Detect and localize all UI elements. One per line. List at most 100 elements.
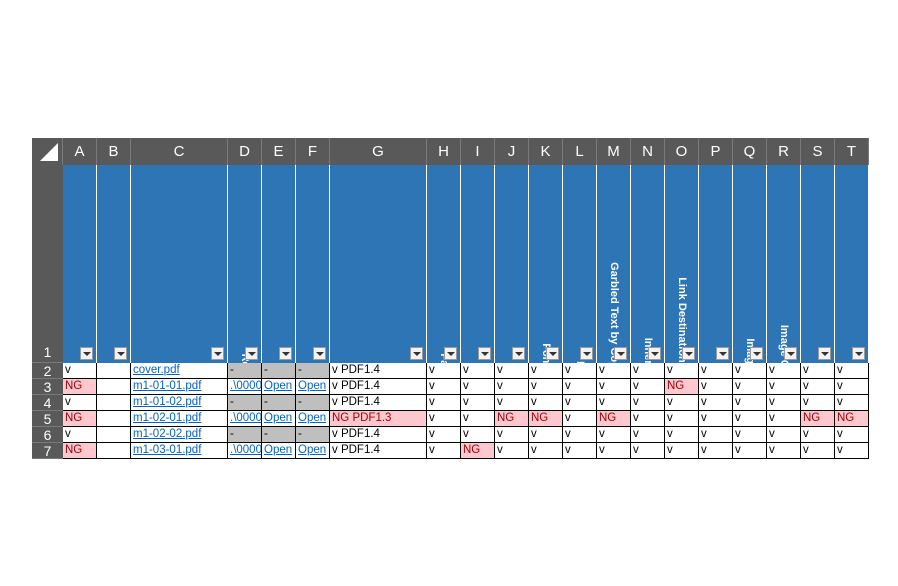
filter-dropdown-icon[interactable] — [682, 347, 695, 360]
row-header-7[interactable]: 7 — [32, 443, 63, 459]
column-header-l[interactable]: L — [563, 138, 597, 165]
row-header-4[interactable]: 4 — [32, 395, 63, 411]
filter-dropdown-icon[interactable] — [313, 347, 326, 360]
cell-c-row4[interactable]: m1-01-02.pdf — [131, 395, 228, 411]
filter-dropdown-icon[interactable] — [410, 347, 423, 360]
filter-dropdown-icon[interactable] — [614, 347, 627, 360]
cell-c-row5[interactable]: m1-02-01.pdf — [131, 411, 228, 427]
cell-c-row7[interactable]: m1-03-01.pdf — [131, 443, 228, 459]
cell-h-row7: v — [427, 443, 461, 459]
column-header-c[interactable]: C — [131, 138, 228, 165]
filter-dropdown-icon[interactable] — [444, 347, 457, 360]
select-all-corner[interactable] — [32, 138, 63, 165]
filter-dropdown-icon[interactable] — [750, 347, 763, 360]
filter-dropdown-icon[interactable] — [580, 347, 593, 360]
column-header-j[interactable]: J — [495, 138, 529, 165]
filter-dropdown-icon[interactable] — [648, 347, 661, 360]
cell-e-row3[interactable]: Open — [262, 379, 296, 395]
link-text[interactable]: m1-02-02.pdf — [133, 428, 202, 440]
cell-t-row2: v — [835, 363, 869, 379]
link-text[interactable]: m1-01-01.pdf — [133, 380, 202, 392]
column-header-f[interactable]: F — [296, 138, 330, 165]
cell-a-row3: NG — [63, 379, 97, 395]
link-text[interactable]: m1-03-01.pdf — [133, 444, 202, 456]
cell-m-row4: v — [597, 395, 631, 411]
column-header-n[interactable]: N — [631, 138, 665, 165]
column-header-o[interactable]: O — [665, 138, 699, 165]
cell-n-row4: v — [631, 395, 665, 411]
filter-dropdown-icon[interactable] — [245, 347, 258, 360]
filter-dropdown-icon[interactable] — [80, 347, 93, 360]
cell-b-row5 — [97, 411, 131, 427]
row-header-2[interactable]: 2 — [32, 363, 63, 379]
filter-dropdown-icon[interactable] — [211, 347, 224, 360]
column-header-d[interactable]: D — [228, 138, 262, 165]
cell-d-row5[interactable]: .\0000 — [228, 411, 262, 427]
cell-e-row5[interactable]: Open — [262, 411, 296, 427]
link-text[interactable]: m1-02-01.pdf — [133, 412, 202, 424]
link-text[interactable]: .\0000 — [230, 412, 262, 424]
filter-dropdown-icon[interactable] — [478, 347, 491, 360]
cell-c-row3[interactable]: m1-01-01.pdf — [131, 379, 228, 395]
column-header-r[interactable]: R — [767, 138, 801, 165]
filter-dropdown-icon[interactable] — [114, 347, 127, 360]
cell-t-row4: v — [835, 395, 869, 411]
cell-c-row2[interactable]: cover.pdf — [131, 363, 228, 379]
column-header-k[interactable]: K — [529, 138, 563, 165]
header-label-wrap: Font Color — [461, 325, 494, 341]
cell-d-row3[interactable]: .\0000 — [228, 379, 262, 395]
cell-n-row3: v — [631, 379, 665, 395]
filter-dropdown-icon[interactable] — [818, 347, 831, 360]
header-label-wrap: Image Resolution — [733, 325, 766, 363]
link-text[interactable]: .\0000 — [230, 380, 262, 392]
cell-r-row5: v — [767, 411, 801, 427]
filter-dropdown-icon[interactable] — [546, 347, 559, 360]
link-text[interactable]: Open — [298, 380, 327, 392]
row-header-1[interactable]: 1 — [32, 165, 63, 363]
column-header-t[interactable]: T — [835, 138, 869, 165]
cell-o-row4: v — [665, 395, 699, 411]
filter-dropdown-icon[interactable] — [279, 347, 292, 360]
column-header-m[interactable]: M — [597, 138, 631, 165]
column-header-b[interactable]: B — [97, 138, 131, 165]
cell-j-row3: v — [495, 379, 529, 395]
cell-p-row6: v — [699, 427, 733, 443]
cell-k-row6: v — [529, 427, 563, 443]
link-text[interactable]: cover.pdf — [133, 364, 180, 376]
column-header-i[interactable]: I — [461, 138, 495, 165]
column-header-q[interactable]: Q — [733, 138, 767, 165]
link-text[interactable]: Open — [298, 412, 327, 424]
header-label-wrap: Fast Web View — [427, 325, 460, 363]
column-header-s[interactable]: S — [801, 138, 835, 165]
filter-dropdown-icon[interactable] — [716, 347, 729, 360]
row-header-6[interactable]: 6 — [32, 427, 63, 443]
column-header-a[interactable]: A — [63, 138, 97, 165]
link-text[interactable]: Open — [264, 412, 293, 424]
link-text[interactable]: m1-01-02.pdf — [133, 396, 202, 408]
cell-f-row5[interactable]: Open — [296, 411, 330, 427]
cell-f-row7[interactable]: Open — [296, 443, 330, 459]
link-text[interactable]: Open — [264, 380, 293, 392]
column-header-e[interactable]: E — [262, 138, 296, 165]
cell-f-row3[interactable]: Open — [296, 379, 330, 395]
link-text[interactable]: .\0000 — [230, 444, 262, 456]
header-label-wrap: Font Embedding — [529, 325, 562, 363]
link-text[interactable]: Open — [298, 444, 327, 456]
cell-t-row6: v — [835, 427, 869, 443]
header-label: Results Folder — [237, 236, 253, 363]
link-text[interactable]: Open — [264, 444, 293, 456]
header-label: Results — [72, 236, 88, 363]
cell-h-row3: v — [427, 379, 461, 395]
cell-c-row6[interactable]: m1-02-02.pdf — [131, 427, 228, 443]
cell-e-row7[interactable]: Open — [262, 443, 296, 459]
column-header-h[interactable]: H — [427, 138, 461, 165]
column-header-p[interactable]: P — [699, 138, 733, 165]
row-header-3[interactable]: 3 — [32, 379, 63, 395]
cell-d-row7[interactable]: .\0000 — [228, 443, 262, 459]
filter-dropdown-icon[interactable] — [852, 347, 865, 360]
column-header-g[interactable]: G — [330, 138, 427, 165]
filter-dropdown-icon[interactable] — [784, 347, 797, 360]
row-header-5[interactable]: 5 — [32, 411, 63, 427]
cell-q-row4: v — [733, 395, 767, 411]
filter-dropdown-icon[interactable] — [512, 347, 525, 360]
